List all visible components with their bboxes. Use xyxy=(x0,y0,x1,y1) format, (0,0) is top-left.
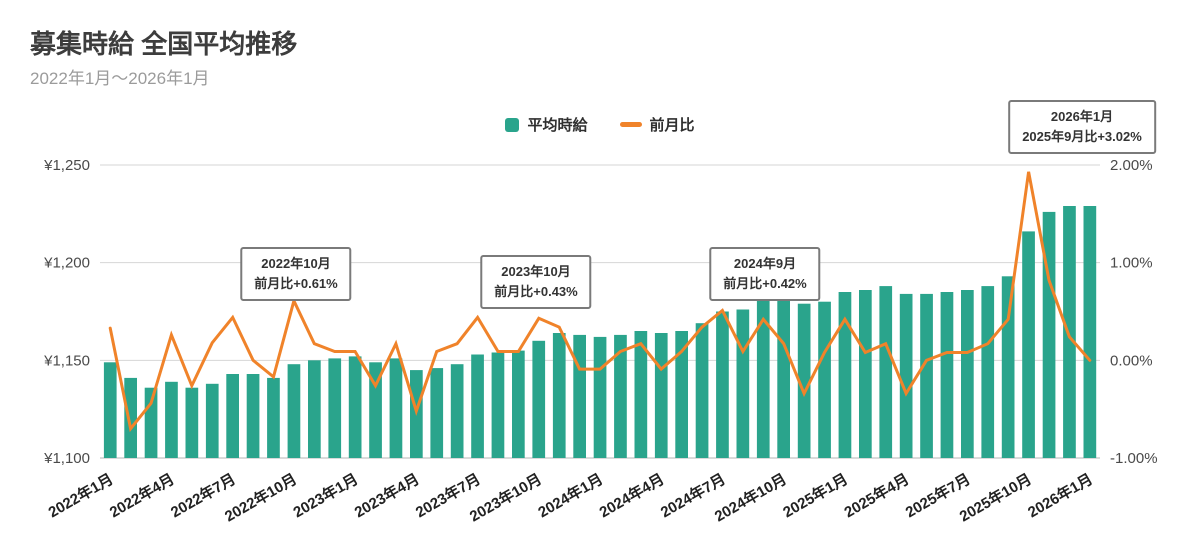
bar-average-wage xyxy=(491,352,505,458)
legend-item-average-wage: 平均時給 xyxy=(505,114,588,135)
bar-average-wage xyxy=(1042,211,1056,458)
bar-average-wage xyxy=(185,387,199,458)
x-axis-label: 2023年4月 xyxy=(351,470,422,521)
bar-average-wage xyxy=(654,333,668,458)
bar-average-wage xyxy=(226,374,239,458)
bar-average-wage xyxy=(430,368,444,458)
bar-average-wage xyxy=(205,383,219,458)
bar-average-wage xyxy=(879,286,893,458)
bar-average-wage xyxy=(1083,206,1097,458)
bar-average-wage xyxy=(920,293,933,458)
bar-average-wage xyxy=(573,334,586,458)
bar-average-wage xyxy=(614,334,627,458)
x-axis-label: 2025年1月 xyxy=(780,470,851,521)
bar-average-wage xyxy=(981,286,995,458)
mom-change-line xyxy=(108,171,1092,433)
left-axis-label: ¥1,100 xyxy=(43,450,90,467)
chart-legend: 平均時給 前月比 xyxy=(0,114,1200,135)
bar-average-wage xyxy=(552,333,566,458)
bar-average-wage xyxy=(675,331,688,458)
bar-average-wage xyxy=(940,292,954,458)
bar-average-wage xyxy=(736,309,750,458)
bar-average-wage xyxy=(1001,276,1015,458)
bar-average-wage xyxy=(695,323,709,458)
bar-average-wage xyxy=(818,301,831,458)
bar-average-wage xyxy=(267,377,280,458)
left-axis-label: ¥1,200 xyxy=(43,255,90,272)
legend-item-mom-change: 前月比 xyxy=(619,114,695,135)
x-axis-label: 2023年1月 xyxy=(290,470,361,521)
left-axis-label: ¥1,150 xyxy=(43,352,90,369)
bar-average-wage xyxy=(450,364,464,458)
page-title: 募集時給 全国平均推移 xyxy=(30,29,298,59)
bar-average-wage xyxy=(777,295,790,458)
combo-chart-plot: ¥1,250 2.00% ¥1,200 1.00% ¥1,150 0.00% ¥1,100 -… xyxy=(43,157,1158,525)
bar-average-wage xyxy=(797,303,811,458)
bar-average-wage xyxy=(634,331,648,458)
right-axis-label: -1.00% xyxy=(1110,450,1158,467)
bar-average-wage xyxy=(389,358,403,458)
right-axis-label: 2.00% xyxy=(1110,157,1153,174)
legend-label-average-wage: 平均時給 xyxy=(527,117,588,134)
bar-average-wage xyxy=(899,293,913,458)
bar-average-wage xyxy=(859,290,872,458)
legend-label-mom-change: 前月比 xyxy=(649,117,695,134)
bar-average-wage xyxy=(716,311,729,458)
x-axis-label: 2022年1月 xyxy=(45,470,116,521)
left-axis-label: ¥1,250 xyxy=(43,157,90,174)
x-axis-label: 2025年4月 xyxy=(841,470,912,521)
bar-average-wage xyxy=(103,362,117,458)
x-axis-label: 2026年1月 xyxy=(1025,470,1096,521)
bar-average-wage xyxy=(756,299,770,458)
bar-average-wage xyxy=(246,374,260,458)
x-axis-label: 2022年4月 xyxy=(106,470,177,521)
bar-average-wage xyxy=(838,292,852,458)
x-axis-label: 2024年4月 xyxy=(596,470,667,521)
page-subtitle: 2022年1月〜2026年1月 xyxy=(30,69,210,88)
bar-average-wage xyxy=(308,360,321,458)
bar-average-wage xyxy=(328,358,342,458)
x-axis-label: 2024年1月 xyxy=(535,470,606,521)
bar-average-wage xyxy=(1063,206,1076,458)
bar-average-wage xyxy=(593,336,607,458)
bar-average-wage xyxy=(369,362,382,458)
right-axis-label: 0.00% xyxy=(1110,352,1153,369)
bar-average-wage xyxy=(165,381,178,458)
right-axis-label: 1.00% xyxy=(1110,255,1153,272)
bar-series-swatch-icon xyxy=(505,117,520,132)
bar-average-wage xyxy=(471,354,484,458)
bar-average-wage xyxy=(287,364,301,458)
bar-average-wage xyxy=(512,350,525,458)
bar-average-wage xyxy=(532,340,546,458)
bar-average-wage xyxy=(348,356,362,458)
line-series-swatch-icon xyxy=(619,122,642,127)
bar-average-wage xyxy=(124,377,137,458)
bar-average-wage xyxy=(961,290,974,458)
bar-average-wage xyxy=(1022,231,1035,458)
